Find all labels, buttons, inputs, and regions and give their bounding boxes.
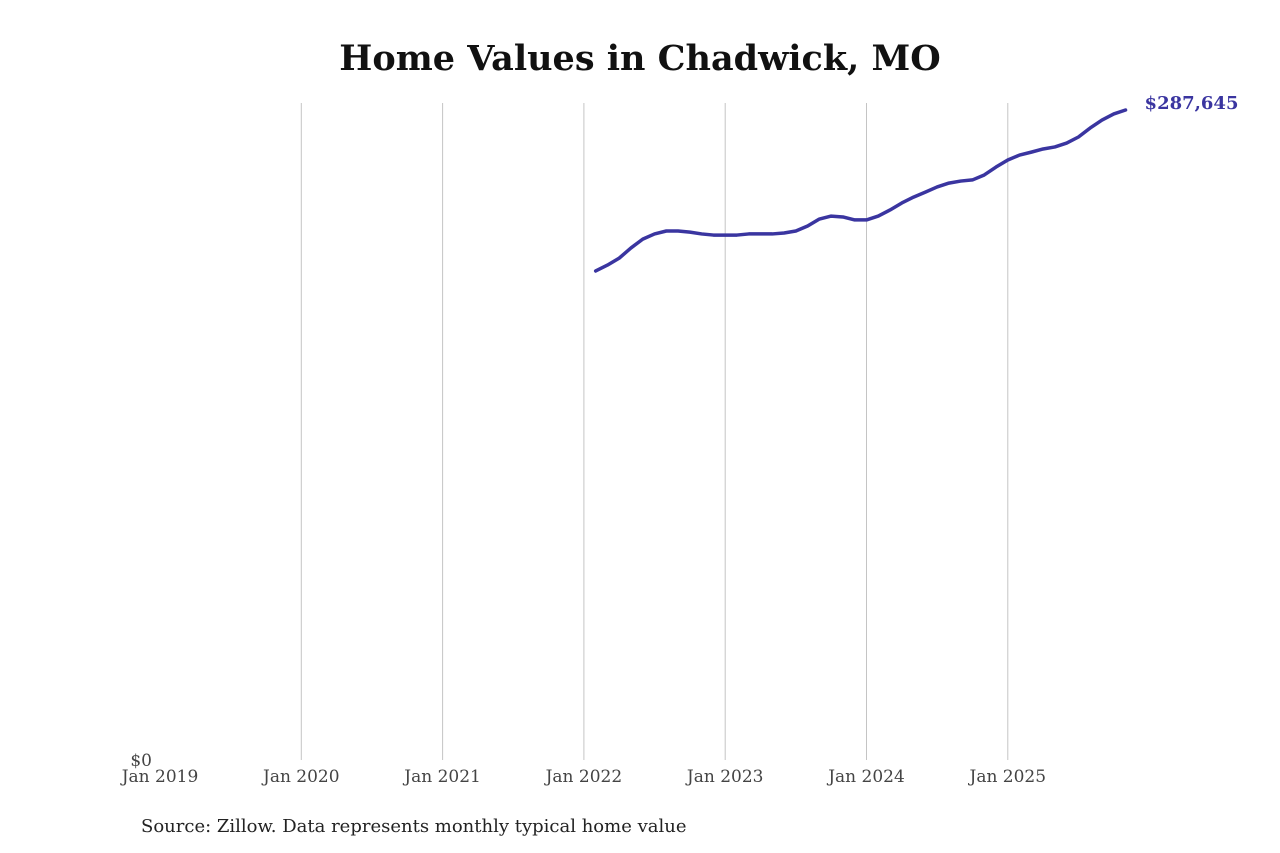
x-tick-label: Jan 2023 xyxy=(685,767,764,787)
series-line xyxy=(593,108,1128,273)
x-tick-label: Jan 2024 xyxy=(826,767,905,787)
chart-title: Home Values in Chadwick, MO xyxy=(339,38,941,79)
x-tick-label: Jan 2020 xyxy=(261,767,340,787)
x-tick-label: Jan 2022 xyxy=(544,767,623,787)
y-tick-label: $0 xyxy=(130,751,152,771)
end-value-label: $287,645 xyxy=(1145,93,1239,114)
x-tick-label: Jan 2021 xyxy=(402,767,481,787)
x-tick-label: Jan 2025 xyxy=(968,767,1047,787)
source-note: Source: Zillow. Data represents monthly … xyxy=(141,816,687,837)
x-tick-label: Jan 2019 xyxy=(120,767,199,787)
